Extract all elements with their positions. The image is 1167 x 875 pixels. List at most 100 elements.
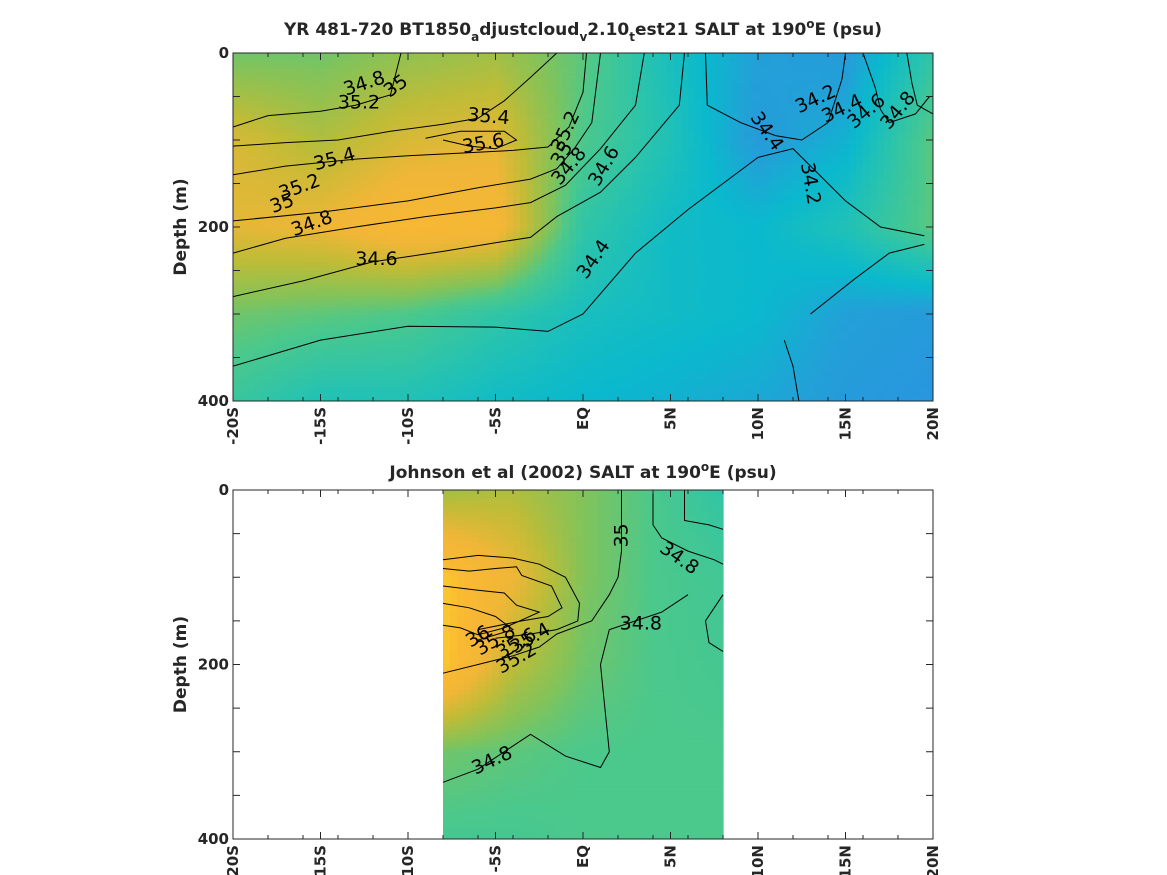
heatmap-cell bbox=[653, 53, 661, 58]
heatmap-cell bbox=[513, 57, 521, 63]
heatmap-cell bbox=[415, 135, 423, 141]
heatmap-cell bbox=[541, 126, 549, 132]
heatmap-cell bbox=[492, 83, 500, 89]
heatmap-cell bbox=[324, 253, 332, 259]
heatmap-cell bbox=[541, 209, 549, 215]
heatmap-cell bbox=[394, 166, 402, 172]
heatmap-cell bbox=[464, 235, 472, 241]
heatmap-cell bbox=[303, 205, 311, 211]
heatmap-cell bbox=[233, 274, 241, 280]
heatmap-cell bbox=[555, 244, 563, 250]
heatmap-cell bbox=[520, 148, 528, 154]
heatmap-cell bbox=[303, 183, 311, 189]
heatmap-cell bbox=[667, 200, 675, 206]
heatmap-cell bbox=[450, 318, 458, 324]
heatmap-cell bbox=[548, 344, 556, 350]
heatmap-cell bbox=[597, 279, 605, 285]
heatmap-cell bbox=[562, 396, 570, 401]
heatmap-cell bbox=[275, 118, 283, 124]
heatmap-cell bbox=[373, 135, 381, 141]
heatmap-cell bbox=[352, 140, 360, 145]
heatmap-cell bbox=[457, 361, 465, 367]
heatmap-cell bbox=[401, 135, 409, 141]
heatmap-cell bbox=[254, 183, 262, 189]
heatmap-cell bbox=[233, 279, 241, 285]
heatmap-cell bbox=[562, 153, 570, 158]
heatmap-cell bbox=[296, 235, 304, 241]
heatmap-cell bbox=[464, 74, 472, 80]
heatmap-cell bbox=[240, 396, 248, 401]
heatmap-cell bbox=[646, 379, 654, 385]
heatmap-cell bbox=[569, 79, 577, 85]
heatmap-cell bbox=[604, 379, 612, 385]
heatmap-cell bbox=[660, 148, 668, 154]
heatmap-cell bbox=[506, 383, 514, 389]
heatmap-cell bbox=[569, 209, 577, 215]
heatmap-cell bbox=[506, 331, 514, 337]
heatmap-cell bbox=[667, 179, 675, 185]
heatmap-cell bbox=[583, 335, 591, 341]
heatmap-cell bbox=[576, 383, 584, 389]
heatmap-cell bbox=[289, 248, 297, 254]
heatmap-cell bbox=[646, 61, 654, 67]
heatmap-cell bbox=[457, 74, 465, 80]
heatmap-cell bbox=[597, 92, 605, 98]
heatmap-cell bbox=[555, 344, 563, 350]
heatmap-cell bbox=[527, 135, 535, 141]
heatmap-cell bbox=[408, 314, 416, 319]
heatmap-cell bbox=[464, 270, 472, 276]
heatmap-cell bbox=[331, 279, 339, 285]
heatmap-cell bbox=[261, 96, 269, 102]
heatmap-cell bbox=[478, 61, 486, 67]
heatmap-cell bbox=[632, 240, 640, 245]
heatmap-cell bbox=[408, 96, 416, 102]
heatmap-cell bbox=[541, 157, 549, 163]
heatmap-cell bbox=[618, 379, 626, 385]
heatmap-cell bbox=[604, 87, 612, 93]
heatmap-cell bbox=[303, 200, 311, 206]
heatmap-cell bbox=[555, 227, 563, 232]
heatmap-cell bbox=[450, 227, 458, 232]
heatmap-cell bbox=[632, 257, 640, 263]
heatmap-cell bbox=[429, 79, 437, 85]
heatmap-cell bbox=[268, 144, 276, 150]
heatmap-cell bbox=[303, 392, 311, 398]
heatmap-cell bbox=[289, 244, 297, 250]
heatmap-cell bbox=[331, 183, 339, 189]
heatmap-cell bbox=[527, 122, 535, 128]
heatmap-cell bbox=[478, 109, 486, 115]
heatmap-cell bbox=[331, 305, 339, 311]
heatmap-cell bbox=[443, 253, 451, 259]
heatmap-cell bbox=[268, 227, 276, 232]
heatmap-cell bbox=[611, 222, 619, 228]
heatmap-cell bbox=[303, 96, 311, 102]
heatmap-cell bbox=[450, 300, 458, 306]
heatmap-cell bbox=[359, 53, 367, 58]
heatmap-cell bbox=[240, 361, 248, 367]
heatmap-cell bbox=[548, 196, 556, 202]
heatmap-cell bbox=[373, 396, 381, 401]
heatmap-cell bbox=[562, 300, 570, 306]
heatmap-cell bbox=[569, 126, 577, 132]
heatmap-cell bbox=[534, 122, 542, 128]
heatmap-cell bbox=[317, 261, 325, 267]
heatmap-cell bbox=[422, 305, 430, 311]
heatmap-cell bbox=[289, 70, 297, 76]
heatmap-cell bbox=[387, 379, 395, 385]
heatmap-cell bbox=[667, 100, 675, 106]
heatmap-cell bbox=[548, 53, 556, 58]
heatmap-cell bbox=[324, 183, 332, 189]
heatmap-cell bbox=[520, 174, 528, 180]
heatmap-cell bbox=[639, 179, 647, 185]
heatmap-cell bbox=[296, 383, 304, 389]
heatmap-cell bbox=[562, 174, 570, 180]
heatmap-cell bbox=[492, 166, 500, 172]
heatmap-cell bbox=[450, 257, 458, 263]
heatmap-cell bbox=[569, 235, 577, 241]
heatmap-cell bbox=[527, 166, 535, 172]
heatmap-cell bbox=[296, 370, 304, 376]
heatmap-cell bbox=[233, 322, 241, 328]
heatmap-cell bbox=[289, 366, 297, 372]
heatmap-cell bbox=[261, 83, 269, 89]
